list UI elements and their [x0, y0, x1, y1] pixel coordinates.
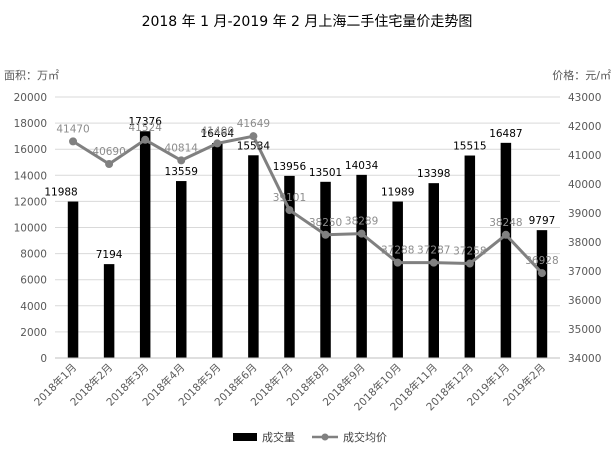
line-value-label: 41524	[128, 122, 162, 134]
line-value-label: 41649	[237, 118, 270, 130]
line-point	[465, 259, 474, 268]
line-value-label: 38250	[309, 217, 342, 229]
y-right-tick-label: 38000	[568, 237, 601, 249]
line-value-label: 37258	[453, 246, 486, 258]
line-point	[429, 258, 438, 267]
line-series	[69, 132, 546, 278]
line-value-label: 38289	[345, 216, 378, 228]
gridlines	[55, 96, 560, 359]
bar-value-label: 13501	[309, 167, 342, 179]
bar-value-label: 16464	[201, 128, 235, 140]
y-right-tick-label: 41000	[568, 150, 601, 162]
legend: 成交量 成交均价	[233, 430, 387, 444]
line-point	[69, 137, 78, 146]
y-left-tick-label: 18000	[14, 118, 47, 130]
y-right-tick-label: 40000	[568, 179, 601, 191]
line-point	[213, 139, 222, 148]
y-right-tick-label: 35000	[568, 324, 601, 336]
line-value-label: 39101	[273, 192, 306, 204]
bar-value-label: 11989	[381, 187, 414, 199]
bar-value-label: 15515	[453, 141, 486, 153]
y-axis-right-label: 价格：元/㎡	[552, 68, 611, 82]
bar-series	[67, 131, 548, 358]
y-right-tick-label: 37000	[568, 266, 601, 278]
bar-value-label: 13398	[417, 168, 450, 180]
bar	[428, 183, 439, 358]
line-point	[249, 132, 258, 141]
y-right-tick-label: 43000	[568, 92, 601, 104]
legend-bar-label: 成交量	[262, 430, 295, 444]
bar-value-label: 11988	[44, 187, 77, 199]
line-value-label: 38248	[489, 217, 522, 229]
line-value-label: 41470	[56, 123, 89, 135]
y-left-tick-label: 8000	[20, 249, 47, 261]
bar-value-label: 15534	[237, 140, 271, 152]
legend-line-marker	[321, 433, 329, 441]
bar	[176, 181, 187, 358]
bar-value-label: 13956	[273, 161, 307, 173]
y-left-tick-label: 20000	[14, 92, 47, 104]
bar-value-label: 13559	[165, 166, 198, 178]
bar	[464, 155, 476, 358]
y-left-tick-label: 14000	[14, 170, 47, 182]
line-value-label: 37287	[417, 245, 450, 257]
legend-bar-swatch	[233, 433, 257, 441]
price-line	[72, 134, 544, 275]
bar	[500, 142, 512, 358]
bar-value-label: 7194	[96, 249, 123, 261]
y-left-tick-label: 6000	[20, 275, 47, 287]
line-point	[321, 230, 330, 239]
line-value-label: 37288	[381, 245, 414, 257]
y-right-tick-label: 39000	[568, 208, 601, 220]
legend-line-label: 成交均价	[343, 430, 387, 444]
line-point	[105, 159, 114, 168]
line-point	[285, 206, 294, 215]
line-value-label: 36928	[525, 255, 558, 267]
y-left-tick-label: 2000	[20, 327, 47, 339]
y-right-tick-label: 36000	[568, 295, 601, 307]
line-point	[141, 135, 150, 144]
bar	[103, 264, 115, 358]
y-right-tick-label: 34000	[568, 353, 601, 365]
bar-value-label: 16487	[489, 128, 522, 140]
bar	[320, 181, 331, 358]
bar	[67, 201, 79, 358]
chart-title: 2018 年 1 月-2019 年 2 月上海二手住宅量价走势图	[142, 14, 473, 30]
bar	[284, 175, 295, 358]
bar	[139, 131, 151, 358]
bar-value-label: 9797	[529, 215, 556, 227]
line-value-label: 40690	[92, 146, 125, 158]
bar-value-label: 17376	[128, 116, 162, 128]
line-point	[357, 229, 366, 238]
bar	[248, 155, 259, 358]
line-point	[177, 156, 186, 165]
bar	[212, 143, 223, 358]
y-left-tick-label: 10000	[14, 223, 47, 235]
y-axis-left-label: 面积：万㎡	[4, 69, 59, 82]
y-left-tick-label: 4000	[20, 301, 47, 313]
bar	[356, 174, 367, 358]
line-point	[501, 230, 510, 239]
bar	[536, 230, 548, 358]
line-value-label: 41400	[201, 125, 234, 137]
y-left-tick-label: 12000	[14, 196, 47, 208]
line-point	[393, 258, 402, 267]
y-left-tick-label: 0	[40, 353, 47, 365]
line-point	[537, 269, 546, 278]
bar	[392, 201, 403, 358]
line-value-label: 40814	[165, 142, 199, 154]
y-right-tick-label: 42000	[568, 121, 601, 133]
y-left-tick-label: 16000	[14, 144, 47, 156]
bar-value-label: 14034	[345, 160, 379, 172]
